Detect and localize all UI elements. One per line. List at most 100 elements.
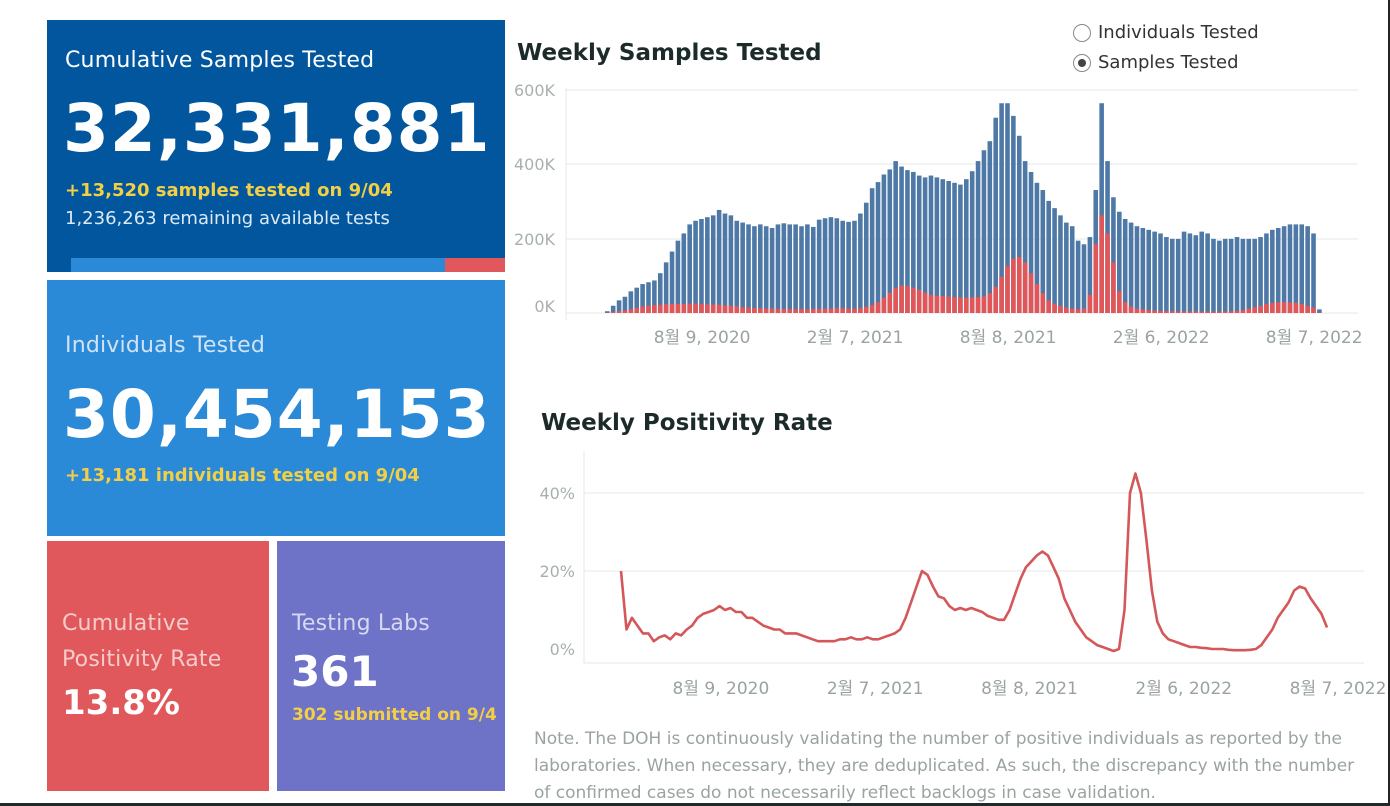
y-tick-label: 20% — [539, 562, 575, 581]
bar-positive — [1134, 308, 1140, 313]
note-text: Note. The DOH is continuously validating… — [534, 729, 1355, 803]
bar-positive — [958, 297, 963, 313]
bar-total — [1117, 211, 1122, 313]
bar-total — [1111, 197, 1116, 313]
bar-total — [1317, 309, 1322, 313]
bar-positive — [887, 292, 893, 313]
bar-total — [622, 296, 628, 313]
bar-positive — [899, 285, 904, 313]
card-title-line2: Positivity Rate — [62, 647, 222, 672]
bar-total — [887, 169, 893, 313]
bar-total — [916, 175, 922, 313]
bar-positive — [1069, 308, 1075, 313]
radio-icon[interactable] — [1073, 23, 1091, 42]
bar-positive — [981, 296, 987, 313]
bar-positive — [846, 308, 851, 313]
x-tick-label: 8월 7, 2022 — [1290, 679, 1387, 699]
bar-total — [799, 226, 804, 313]
bar-positive — [1122, 302, 1128, 313]
bar-total — [946, 180, 951, 313]
bar-positive — [775, 309, 781, 313]
bar-total — [1122, 218, 1128, 313]
bar-positive — [787, 309, 793, 313]
bar-total — [746, 224, 751, 313]
bar-total — [1217, 240, 1222, 313]
individuals-tested-card: Individuals Tested 30,454,153 +13,181 in… — [47, 280, 505, 536]
bar-total — [616, 300, 622, 313]
bar-total — [952, 182, 957, 313]
bar-total — [740, 222, 745, 313]
bar-positive — [969, 297, 975, 313]
x-tick-label: 8월 8, 2021 — [960, 328, 1057, 348]
bar-total — [858, 213, 863, 313]
toggle-individuals-tested[interactable]: Individuals Tested — [1073, 22, 1259, 43]
bar-positive — [810, 309, 816, 313]
remaining-tests-text: 1,236,263 remaining available tests — [65, 208, 390, 229]
bar-positive — [699, 303, 704, 313]
y-tick-label: 0K — [534, 297, 555, 316]
bar-positive — [1040, 293, 1046, 313]
x-tick-label: 2월 7, 2021 — [827, 679, 924, 699]
bar-positive — [1181, 311, 1187, 313]
bar-positive — [875, 302, 881, 313]
toggle-samples-tested[interactable]: Samples Tested — [1073, 52, 1239, 73]
bar-positive — [1075, 309, 1081, 313]
radio-selected-icon[interactable] — [1073, 53, 1091, 72]
bar-total — [1252, 238, 1257, 313]
bar-positive — [652, 305, 657, 313]
bar-positive — [1146, 310, 1152, 313]
bar-total — [763, 226, 769, 313]
cumulative-samples-card: Cumulative Samples Tested 32,331,881 +13… — [47, 20, 505, 272]
bar-positive — [1252, 307, 1257, 313]
y-tick-label: 0% — [550, 640, 575, 659]
bar-positive — [1011, 258, 1016, 313]
bar-total — [840, 220, 845, 313]
bar-total — [705, 217, 710, 313]
bar-total — [810, 226, 816, 313]
bar-positive — [716, 304, 722, 313]
bar-total — [1075, 240, 1081, 313]
bar-total — [628, 291, 634, 313]
bar-total — [734, 220, 740, 313]
bar-total — [1193, 235, 1199, 313]
bar-total — [1081, 244, 1087, 313]
bar-positive — [999, 276, 1004, 313]
bar-total — [869, 188, 875, 313]
bar-positive — [946, 296, 951, 313]
bar-total — [999, 103, 1004, 313]
bar-positive — [728, 305, 734, 313]
bar-positive — [905, 286, 910, 313]
bar-total — [1246, 238, 1252, 313]
bar-positive — [746, 307, 751, 313]
bar-total — [1258, 237, 1263, 313]
bar-positive — [610, 311, 616, 313]
bar-total — [1169, 238, 1175, 313]
bar-total — [1287, 224, 1293, 313]
bar-positive — [952, 297, 957, 313]
bar-total — [1264, 233, 1269, 313]
bar-positive — [987, 293, 993, 313]
bar-positive — [1222, 311, 1228, 313]
bar-total — [881, 174, 887, 313]
daily-samples-text: +13,520 samples tested on 9/04 — [65, 180, 393, 201]
bar-total — [669, 251, 675, 313]
bar-positive — [681, 303, 687, 313]
bar-positive — [752, 307, 757, 313]
bar-positive — [687, 303, 692, 313]
bar-total — [981, 150, 987, 313]
bar-positive — [722, 305, 728, 313]
bar-total — [1087, 237, 1093, 313]
bar-positive — [869, 305, 875, 313]
bar-total — [1299, 224, 1305, 313]
bar-total — [1305, 226, 1310, 313]
bar-positive — [1028, 273, 1034, 313]
bar-total — [1011, 115, 1016, 314]
bar-positive — [1270, 302, 1275, 313]
cumulative-positivity-card: Cumulative Positivity Rate 13.8% — [47, 541, 269, 791]
individuals-tested-value: 30,454,153 — [63, 376, 491, 453]
weekly-positivity-title: Weekly Positivity Rate — [541, 410, 833, 436]
bar-total — [710, 215, 716, 313]
x-tick-label: 2월 7, 2021 — [807, 328, 904, 348]
bar-total — [934, 177, 940, 313]
bar-positive — [1052, 303, 1057, 313]
